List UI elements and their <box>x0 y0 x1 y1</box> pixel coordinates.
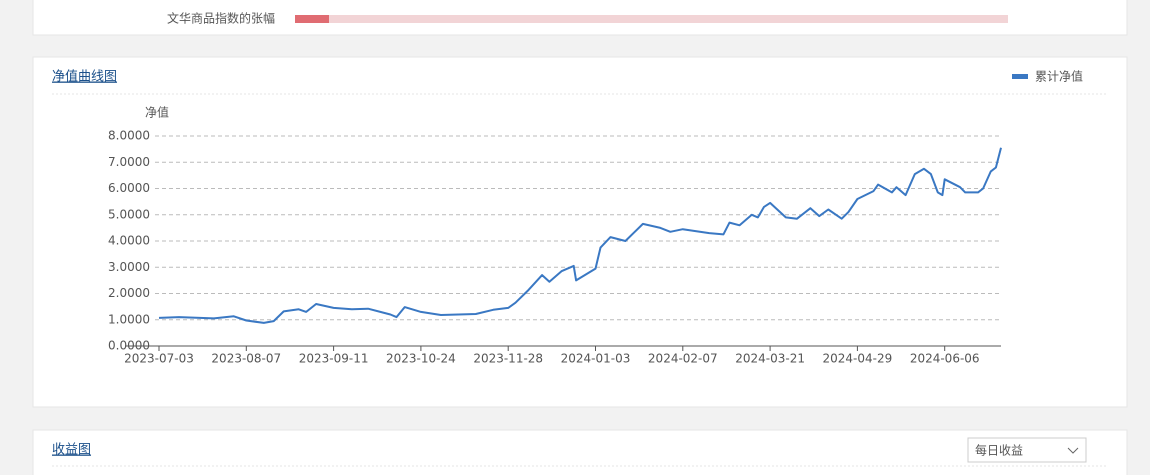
x-tick-label: 2024-02-07 <box>648 352 718 366</box>
y-tick-label: 4.0000 <box>108 234 150 248</box>
x-tick-label: 2024-04-29 <box>823 352 893 366</box>
x-tick-label: 2023-11-28 <box>473 352 543 366</box>
row-label: 文华商品指数的张幅 <box>167 11 275 26</box>
x-tick-label: 2023-10-24 <box>386 352 456 366</box>
x-tick-label: 2024-01-03 <box>561 352 631 366</box>
y-tick-label: 3.0000 <box>108 260 150 274</box>
legend-swatch[interactable] <box>1012 74 1028 79</box>
chart-title[interactable]: 净值曲线图 <box>52 69 117 85</box>
returns-panel <box>32 429 1128 475</box>
y-tick-label: 1.0000 <box>108 312 150 326</box>
y-tick-label: 2.0000 <box>108 286 150 300</box>
y-tick-label: 5.0000 <box>108 207 150 221</box>
dropdown-label[interactable]: 每日收益 <box>975 443 1023 458</box>
y-tick-label: 7.0000 <box>108 155 150 169</box>
y-tick-label: 8.0000 <box>108 129 150 143</box>
x-tick-label: 2024-03-21 <box>735 352 805 366</box>
y-axis-title: 净值 <box>145 105 169 120</box>
legend-label[interactable]: 累计净值 <box>1035 69 1083 84</box>
dropdown[interactable] <box>967 437 1087 463</box>
progress-fill <box>295 15 329 23</box>
returns-title[interactable]: 收益图 <box>52 443 91 458</box>
x-tick-label: 2023-07-03 <box>124 352 194 366</box>
dropdown-arrow <box>1067 447 1079 454</box>
x-tick-label: 2024-06-06 <box>910 352 980 366</box>
progress-track <box>295 15 1008 23</box>
x-tick-label: 2023-08-07 <box>211 352 281 366</box>
x-tick-label: 2023-09-11 <box>299 352 369 366</box>
series-line <box>158 147 1002 324</box>
y-tick-label: 6.0000 <box>108 181 150 195</box>
